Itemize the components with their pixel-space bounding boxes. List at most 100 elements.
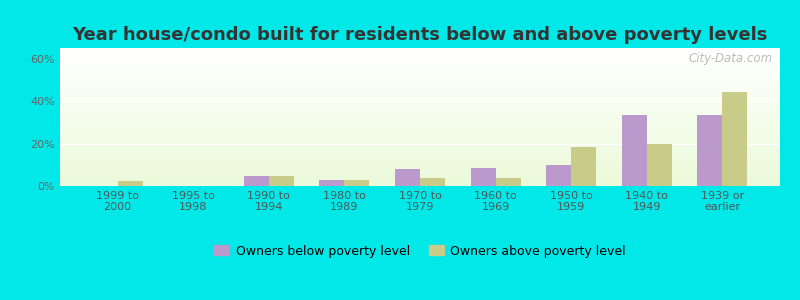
Bar [60, 131, 780, 132]
Bar [60, 80, 780, 81]
Bar [395, 169, 420, 186]
Bar [60, 160, 780, 161]
Bar [60, 167, 780, 168]
Bar [60, 109, 780, 110]
Bar [60, 117, 780, 118]
Bar [60, 112, 780, 113]
Bar [60, 50, 780, 51]
Bar [60, 124, 780, 125]
Bar [60, 184, 780, 186]
Bar [60, 142, 780, 143]
Bar [60, 164, 780, 165]
Bar [60, 63, 780, 64]
Bar [60, 139, 780, 140]
Bar [60, 171, 780, 172]
Bar [60, 153, 780, 154]
Bar [420, 178, 445, 186]
Bar [60, 168, 780, 170]
Bar [60, 121, 780, 122]
Bar [495, 178, 521, 186]
Bar [722, 92, 747, 186]
Bar [60, 96, 780, 98]
Bar [60, 85, 780, 87]
Bar [571, 147, 596, 186]
Bar [60, 107, 780, 109]
Bar [60, 163, 780, 164]
Bar [60, 100, 780, 102]
Bar [60, 134, 780, 135]
Bar [60, 67, 780, 69]
Bar [60, 128, 780, 129]
Bar [622, 115, 646, 186]
Bar [60, 73, 780, 74]
Bar [60, 95, 780, 96]
Bar [60, 82, 780, 84]
Bar [60, 120, 780, 121]
Title: Year house/condo built for residents below and above poverty levels: Year house/condo built for residents bel… [72, 26, 768, 44]
Bar [60, 48, 780, 50]
Bar [60, 51, 780, 52]
Bar [60, 98, 780, 99]
Bar [60, 59, 780, 60]
Bar [60, 58, 780, 59]
Bar [60, 78, 780, 80]
Bar [60, 122, 780, 124]
Bar [646, 143, 672, 186]
Bar [60, 179, 780, 181]
Bar [60, 52, 780, 53]
Bar [60, 56, 780, 58]
Bar [60, 84, 780, 85]
Bar [60, 140, 780, 142]
Bar [60, 71, 780, 73]
Bar [60, 145, 780, 146]
Bar [60, 146, 780, 147]
Bar [60, 53, 780, 55]
Bar [60, 113, 780, 114]
Bar [60, 150, 780, 152]
Bar [60, 118, 780, 120]
Text: City-Data.com: City-Data.com [689, 52, 773, 65]
Bar [345, 180, 370, 186]
Bar [60, 132, 780, 134]
Bar [60, 64, 780, 66]
Bar [60, 143, 780, 145]
Bar [244, 176, 269, 186]
Bar [60, 181, 780, 182]
Bar [60, 88, 780, 89]
Bar [60, 175, 780, 176]
Bar [60, 103, 780, 105]
Bar [60, 183, 780, 184]
Bar [60, 99, 780, 100]
Bar [60, 105, 780, 106]
Bar [60, 77, 780, 78]
Bar [60, 81, 780, 82]
Bar [60, 125, 780, 127]
Bar [546, 165, 571, 186]
Bar [60, 149, 780, 150]
Bar [60, 169, 780, 171]
Bar [60, 114, 780, 116]
Bar [60, 176, 780, 178]
Bar [60, 129, 780, 131]
Bar [60, 152, 780, 153]
Bar [60, 60, 780, 62]
Bar [60, 161, 780, 163]
Bar [60, 156, 780, 157]
Bar [60, 55, 780, 56]
Bar [470, 168, 495, 186]
Bar [60, 116, 780, 117]
Bar [60, 157, 780, 158]
Bar [60, 154, 780, 156]
Bar [60, 91, 780, 92]
Bar [269, 176, 294, 186]
Bar [60, 70, 780, 71]
Bar [60, 74, 780, 76]
Legend: Owners below poverty level, Owners above poverty level: Owners below poverty level, Owners above… [210, 239, 630, 262]
Bar [60, 127, 780, 128]
Bar [60, 102, 780, 103]
Bar [60, 110, 780, 112]
Bar [60, 174, 780, 175]
Bar [60, 135, 780, 136]
Bar [60, 89, 780, 91]
Bar [60, 66, 780, 67]
